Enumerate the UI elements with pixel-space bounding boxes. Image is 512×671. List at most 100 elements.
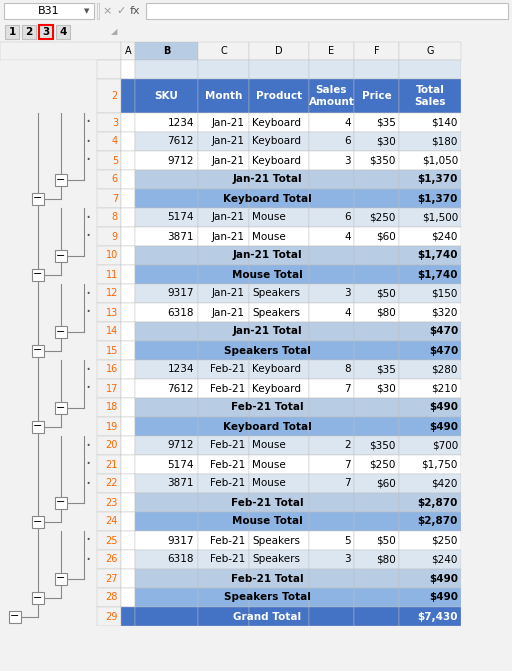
Bar <box>0 132 97 151</box>
Text: 24: 24 <box>105 517 118 527</box>
Bar <box>135 303 198 322</box>
Bar <box>309 360 354 379</box>
Bar <box>0 0 512 22</box>
Bar <box>249 284 309 303</box>
Bar <box>0 398 97 417</box>
Text: Feb-21 Total: Feb-21 Total <box>231 574 303 584</box>
Text: 4: 4 <box>345 307 351 317</box>
Text: Total
Sales: Total Sales <box>414 85 446 107</box>
Bar <box>249 512 309 531</box>
Text: ✓: ✓ <box>116 6 125 16</box>
Bar <box>354 341 399 360</box>
Bar <box>354 151 399 170</box>
Bar <box>249 417 309 436</box>
Bar <box>354 284 399 303</box>
Bar <box>309 42 354 60</box>
Text: Feb-21: Feb-21 <box>210 554 245 564</box>
Bar <box>198 246 249 265</box>
Bar <box>309 379 354 398</box>
Bar <box>121 151 135 170</box>
Bar <box>198 474 249 493</box>
Bar <box>309 60 354 79</box>
Bar <box>198 208 249 227</box>
Bar <box>399 455 461 474</box>
Text: 19: 19 <box>106 421 118 431</box>
Text: B: B <box>163 46 170 56</box>
Bar <box>32 344 44 356</box>
Text: ·: · <box>86 474 91 493</box>
Bar <box>354 189 399 208</box>
Text: $80: $80 <box>376 307 396 317</box>
Bar <box>97 170 121 189</box>
Bar <box>121 550 135 569</box>
Text: Feb-21: Feb-21 <box>210 364 245 374</box>
Bar <box>249 246 309 265</box>
Bar <box>0 284 97 303</box>
Text: −: − <box>33 193 42 203</box>
Bar <box>399 550 461 569</box>
Bar <box>461 265 512 284</box>
Text: 9317: 9317 <box>167 535 194 546</box>
Bar <box>461 512 512 531</box>
Bar <box>249 151 309 170</box>
Bar <box>135 60 198 79</box>
Bar <box>135 569 198 588</box>
Bar <box>399 79 461 113</box>
Bar <box>0 79 97 113</box>
Bar <box>0 360 97 379</box>
Text: ·: · <box>86 437 91 454</box>
Bar <box>4 3 94 19</box>
Text: $35: $35 <box>376 117 396 127</box>
Text: $1,500: $1,500 <box>422 213 458 223</box>
Bar <box>399 170 461 189</box>
Text: Mouse Total: Mouse Total <box>231 270 303 280</box>
Bar <box>399 113 461 132</box>
Bar <box>249 455 309 474</box>
Text: Keyboard: Keyboard <box>252 384 301 393</box>
Bar <box>198 322 249 341</box>
Bar <box>461 531 512 550</box>
Bar <box>399 569 461 588</box>
Bar <box>249 132 309 151</box>
Text: SKU: SKU <box>155 91 179 101</box>
Text: Jan-21 Total: Jan-21 Total <box>232 250 302 260</box>
Bar <box>97 398 121 417</box>
Bar <box>198 227 249 246</box>
Bar <box>354 79 399 113</box>
Text: Jan-21: Jan-21 <box>212 231 245 242</box>
Bar <box>97 113 121 132</box>
Text: $210: $210 <box>432 384 458 393</box>
Bar <box>354 607 399 626</box>
Bar <box>121 79 135 113</box>
Bar <box>32 193 44 205</box>
Bar <box>461 284 512 303</box>
Bar <box>461 474 512 493</box>
Bar <box>135 550 198 569</box>
Text: 1: 1 <box>8 27 16 37</box>
Text: 9712: 9712 <box>167 156 194 166</box>
Bar <box>461 189 512 208</box>
Text: −: − <box>56 174 66 185</box>
Bar <box>22 25 36 39</box>
Text: Jan-21: Jan-21 <box>212 289 245 299</box>
Bar <box>198 531 249 550</box>
Bar <box>461 607 512 626</box>
Bar <box>97 265 121 284</box>
Text: 11: 11 <box>106 270 118 280</box>
Bar <box>249 189 309 208</box>
Bar <box>135 265 198 284</box>
Text: 18: 18 <box>106 403 118 413</box>
Bar <box>121 417 135 436</box>
Bar <box>97 284 121 303</box>
Bar <box>309 284 354 303</box>
Text: 7: 7 <box>112 193 118 203</box>
Text: Feb-21: Feb-21 <box>210 535 245 546</box>
Text: $350: $350 <box>370 440 396 450</box>
Bar <box>97 607 121 626</box>
Bar <box>121 379 135 398</box>
Bar <box>198 455 249 474</box>
Bar <box>399 132 461 151</box>
Bar <box>121 265 135 284</box>
Bar <box>0 151 97 170</box>
Text: ·: · <box>86 285 91 303</box>
